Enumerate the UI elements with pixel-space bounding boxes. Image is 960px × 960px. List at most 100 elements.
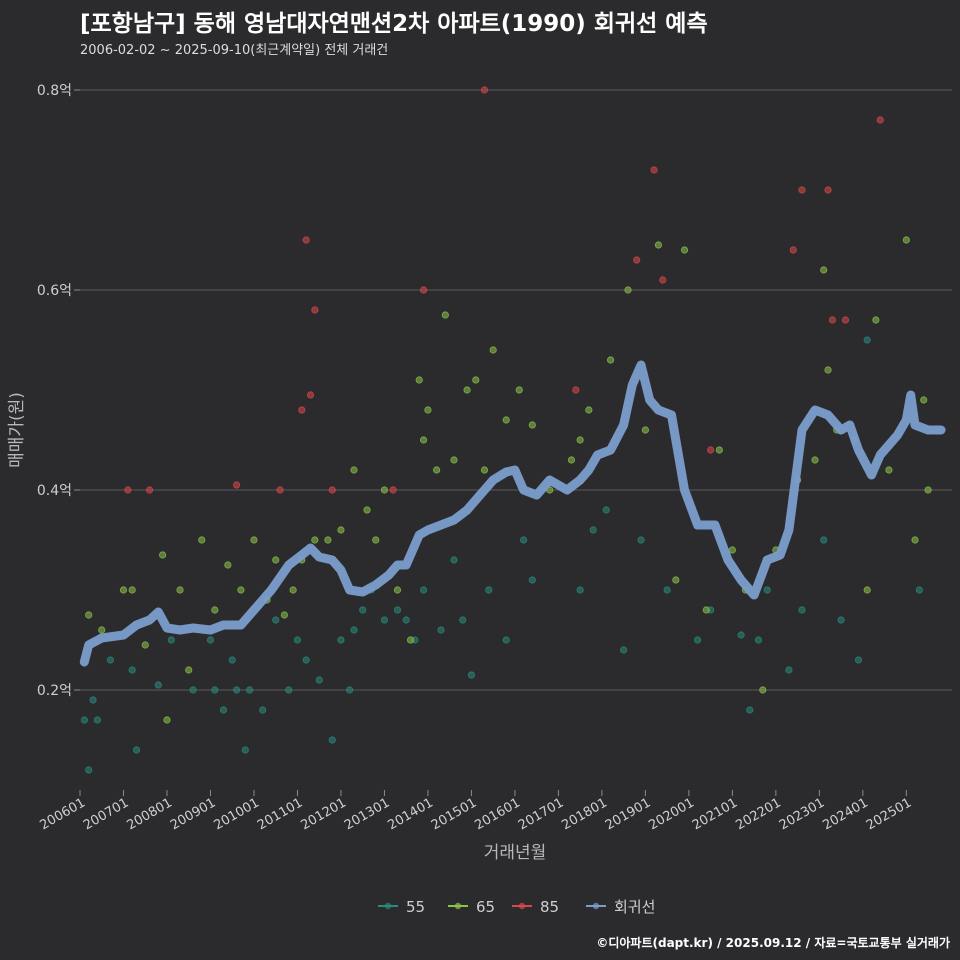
data-point-55 (89, 696, 97, 704)
regression-line-group (79, 360, 946, 667)
data-point-85 (572, 386, 580, 394)
grid-lines (80, 89, 952, 691)
data-point-55 (854, 656, 863, 664)
data-point-55 (167, 636, 175, 644)
data-point-55 (106, 656, 115, 664)
data-point-65 (811, 456, 819, 464)
data-point-55 (272, 616, 280, 624)
data-point-65 (820, 266, 828, 274)
data-point-55 (637, 536, 645, 544)
y-axis-ticks: 0.2억 0.4억 0.6억 0.8억 (37, 83, 80, 699)
data-point-55 (915, 586, 923, 594)
data-point-65 (406, 636, 415, 644)
data-point-65 (585, 406, 593, 414)
data-point-65 (576, 436, 584, 444)
data-point-55 (467, 671, 476, 679)
chart-subtitle: 2006-02-02 ~ 2025-09-10(최근계약일) 전체 거래건 (80, 43, 389, 58)
data-point-65 (654, 241, 663, 249)
data-point-65 (141, 641, 149, 649)
data-point-85 (419, 286, 428, 294)
data-point-65 (902, 236, 910, 244)
x-tick-label: 202301 (777, 795, 827, 833)
data-point-55 (620, 646, 628, 654)
data-point-65 (567, 456, 576, 464)
data-point-55 (206, 636, 215, 644)
data-point-65 (363, 506, 371, 514)
data-point-55 (350, 626, 358, 634)
data-point-55 (337, 636, 345, 644)
y-tick-label: 0.2억 (37, 683, 72, 699)
y-tick-label: 0.4억 (37, 483, 72, 499)
data-point-65 (728, 546, 736, 554)
data-point-65 (119, 586, 128, 594)
data-point-55 (763, 586, 771, 594)
data-point-65 (528, 421, 536, 429)
data-point-55 (459, 616, 467, 624)
data-point-85 (302, 236, 310, 244)
data-point-85 (650, 166, 658, 174)
data-point-85 (276, 486, 284, 494)
y-tick-label: 0.6억 (37, 283, 72, 299)
data-point-55 (302, 656, 310, 664)
data-point-55 (693, 636, 702, 644)
x-tick-label: 202001 (646, 795, 696, 833)
data-point-55 (232, 686, 241, 694)
data-point-65 (824, 366, 832, 374)
data-point-55 (437, 626, 445, 634)
data-point-65 (198, 536, 206, 544)
legend-label-회귀선: 회귀선 (614, 898, 655, 916)
data-point-85 (328, 486, 336, 494)
data-point-65 (159, 551, 167, 559)
data-point-55 (93, 716, 101, 724)
data-point-85 (633, 256, 641, 264)
data-point-65 (128, 586, 136, 594)
data-point-65 (641, 426, 649, 434)
data-point-65 (419, 436, 428, 444)
data-point-55 (820, 536, 828, 544)
data-point-55 (211, 686, 219, 694)
data-point-65 (176, 586, 184, 594)
data-point-65 (272, 556, 280, 564)
x-tick-label: 201501 (429, 795, 479, 833)
legend: 55 65 85 회귀선 (378, 898, 655, 916)
footer-credit: ©디아파트(dapt.kr) / 2025.09.12 / 자료=국토교통부 실… (596, 936, 950, 950)
x-tick-label: 200901 (168, 795, 218, 833)
x-tick-label: 201401 (385, 795, 435, 833)
legend-label-85: 85 (540, 898, 559, 916)
data-point-55 (241, 746, 249, 754)
data-point-65 (433, 466, 441, 474)
data-point-55 (393, 606, 402, 614)
data-point-55 (315, 676, 323, 684)
legend-key-dot-회귀선 (592, 902, 600, 910)
data-point-85 (798, 186, 806, 194)
data-point-65 (237, 586, 245, 594)
legend-key-dot-85 (518, 902, 526, 910)
data-point-55 (80, 716, 88, 724)
x-tick-label: 200601 (38, 795, 88, 833)
data-point-55 (737, 631, 745, 639)
data-point-65 (472, 376, 480, 384)
data-point-85 (389, 486, 397, 494)
data-point-65 (311, 536, 319, 544)
legend-label-65: 65 (476, 898, 495, 916)
data-point-65 (380, 486, 389, 494)
data-point-65 (337, 526, 345, 534)
data-point-65 (393, 586, 402, 594)
data-point-55 (346, 686, 354, 694)
legend-key-dot-55 (384, 902, 392, 910)
x-tick-label: 202401 (820, 795, 870, 833)
data-point-65 (515, 386, 523, 394)
data-point-55 (863, 336, 871, 344)
data-point-85 (841, 316, 850, 324)
data-point-55 (754, 636, 763, 644)
x-tick-label: 201101 (255, 795, 305, 833)
data-point-55 (576, 586, 584, 594)
data-point-55 (589, 526, 597, 534)
x-tick-label: 200701 (81, 795, 131, 833)
data-point-65 (450, 456, 458, 464)
data-point-55 (380, 616, 389, 624)
data-point-85 (876, 116, 884, 124)
x-tick-label: 201901 (603, 795, 653, 833)
data-point-55 (485, 586, 493, 594)
